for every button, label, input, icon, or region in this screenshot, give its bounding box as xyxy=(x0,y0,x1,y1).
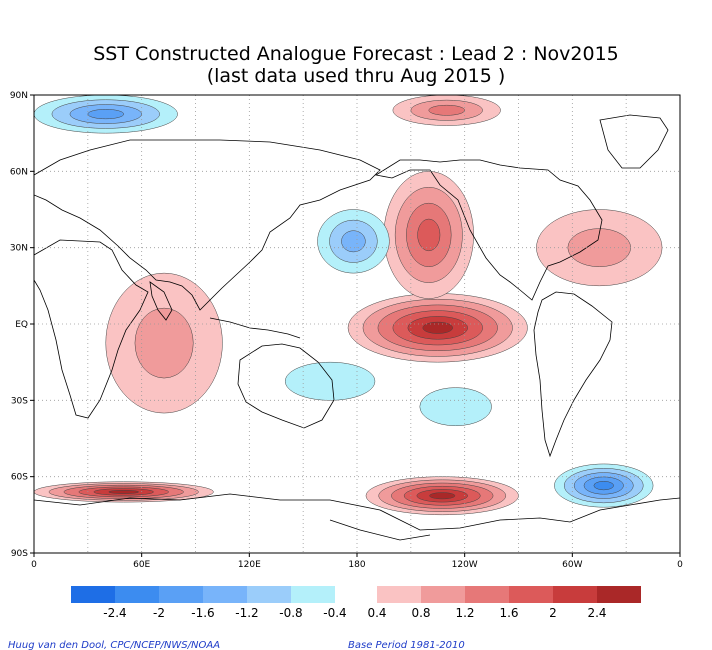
colorbar-label: 2 xyxy=(549,606,557,620)
coast-north-america xyxy=(374,159,603,301)
anomaly-region-7 xyxy=(365,476,519,516)
colorbar-label: 1.6 xyxy=(499,606,518,620)
y-tick-label: 90S xyxy=(11,549,28,559)
anomaly-region-8 xyxy=(554,463,654,508)
x-tick-label: 60W xyxy=(562,560,582,570)
y-tick-label: EQ xyxy=(15,320,28,330)
base-period-text: Base Period 1981-2010 xyxy=(348,640,465,650)
coast-south-america xyxy=(533,291,613,458)
coast-australia xyxy=(237,343,335,429)
coast-africa xyxy=(34,239,149,419)
anomaly-contour xyxy=(87,109,124,120)
y-tick-label: 30N xyxy=(10,244,28,254)
colorbar-label: -2.4 xyxy=(103,606,126,620)
anomaly-contour xyxy=(134,307,194,379)
x-tick-label: 120E xyxy=(238,560,261,570)
anomaly-contour xyxy=(428,104,465,116)
anomaly-region-5 xyxy=(419,387,492,427)
colorbar-swatch-positive xyxy=(465,586,509,603)
colorbar-swatch-positive xyxy=(421,586,465,603)
colorbar-label: 1.2 xyxy=(455,606,474,620)
colorbar-label: 2.4 xyxy=(587,606,606,620)
colorbar-label: -2 xyxy=(153,606,165,620)
anomaly-contour xyxy=(429,492,456,500)
colorbar-swatch-positive xyxy=(377,586,421,603)
x-tick-label: 120W xyxy=(452,560,478,570)
y-tick-label: 60S xyxy=(11,473,28,483)
colorbar-label: -1.6 xyxy=(191,606,214,620)
credit-text: Huug van den Dool, CPC/NCEP/NWS/NOAA xyxy=(8,640,220,650)
anomaly-layer xyxy=(34,95,663,516)
colorbar-swatch-positive xyxy=(597,586,641,603)
colorbar-swatch-negative xyxy=(159,586,203,603)
coast-india xyxy=(149,281,173,321)
anomaly-contour xyxy=(593,480,614,491)
colorbar-label: -1.2 xyxy=(235,606,258,620)
y-tick-label: 90N xyxy=(10,91,28,101)
colorbar-swatch-positive xyxy=(509,586,553,603)
coast-antarctica xyxy=(34,493,680,531)
colorbar-label: 0.8 xyxy=(411,606,430,620)
anomaly-region-1 xyxy=(383,171,474,299)
x-tick-label: 60E xyxy=(133,560,150,570)
gridlines xyxy=(34,95,680,553)
coastlines xyxy=(34,114,680,541)
anomaly-region-6 xyxy=(34,481,214,503)
anomaly-region-11 xyxy=(536,209,663,287)
coast-indonesia xyxy=(209,317,301,339)
coast-europe-asia xyxy=(34,139,381,311)
coast-greenland xyxy=(599,114,669,169)
anomaly-region-2 xyxy=(317,209,390,274)
chart-title: SST Constructed Analogue Forecast : Lead… xyxy=(93,43,619,65)
anomaly-contour xyxy=(419,387,492,427)
x-tick-label: 180 xyxy=(348,560,365,570)
colorbar-label: -0.8 xyxy=(279,606,302,620)
colorbar-label: -0.4 xyxy=(323,606,346,620)
anomaly-region-10 xyxy=(392,95,501,126)
colorbar-swatch-negative xyxy=(291,586,335,603)
anomaly-contour xyxy=(422,321,453,334)
colorbar-label: 0.4 xyxy=(367,606,386,620)
colorbar-swatch-negative xyxy=(203,586,247,603)
anomaly-contour xyxy=(284,361,376,401)
colorbar-swatch-negative xyxy=(71,586,115,603)
x-tick-label: 0 xyxy=(677,560,683,570)
axis-ticks: 0 60E 120E 180 120W 60W 0 90N 60N 30N EQ 30S 60S 90S xyxy=(10,91,683,570)
y-tick-label: 60N xyxy=(10,167,28,177)
anomaly-region-4 xyxy=(284,361,376,401)
chart-subtitle: (last data used thru Aug 2015 ) xyxy=(207,65,506,87)
anomaly-region-0 xyxy=(347,293,528,363)
colorbar-swatch-negative xyxy=(115,586,159,603)
colorbar-swatch-positive xyxy=(553,586,597,603)
colorbar-swatch-negative xyxy=(247,586,291,603)
map-area xyxy=(34,95,680,553)
anomaly-contour xyxy=(341,230,366,253)
anomaly-contour xyxy=(417,218,441,252)
colorbar: -2.4 -2 -1.6 -1.2 -0.8 -0.4 0.4 0.8 1.2 1.6 2 2.4 xyxy=(71,586,641,620)
anomaly-region-9 xyxy=(34,95,178,134)
x-tick-label: 0 xyxy=(31,560,37,570)
coast-antarctica-lower xyxy=(329,519,431,541)
anomaly-contour xyxy=(108,489,139,494)
anomaly-region-3 xyxy=(105,272,223,414)
y-tick-label: 30S xyxy=(11,396,28,406)
